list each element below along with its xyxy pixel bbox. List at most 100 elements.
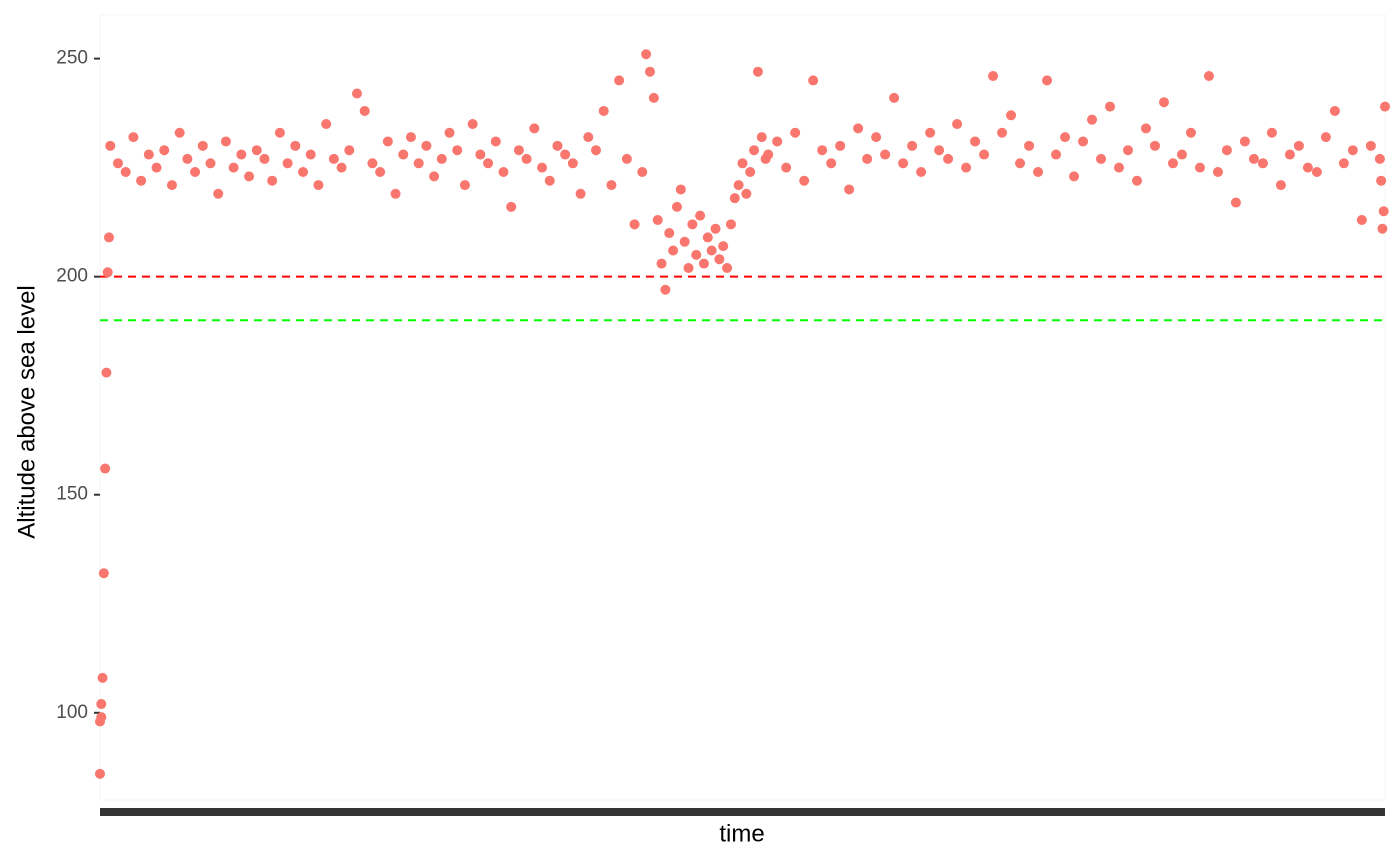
point: [128, 132, 139, 143]
point: [679, 236, 690, 247]
point: [1078, 136, 1089, 147]
point: [1212, 167, 1223, 177]
point: [344, 145, 355, 156]
point: [244, 171, 255, 182]
point: [763, 149, 774, 160]
point: [498, 167, 509, 177]
point: [328, 153, 339, 164]
point: [1347, 145, 1358, 156]
point: [105, 140, 116, 151]
point: [826, 158, 837, 169]
point: [598, 105, 609, 116]
point: [220, 136, 231, 147]
point: [98, 568, 109, 579]
point: [298, 167, 309, 177]
point: [398, 149, 409, 160]
y-tick-label: 100: [56, 702, 88, 723]
point: [718, 241, 729, 252]
y-tick-label: 250: [56, 48, 88, 69]
point: [274, 127, 285, 138]
point: [552, 140, 563, 151]
point: [1194, 162, 1205, 173]
point: [1230, 197, 1241, 208]
point: [1015, 158, 1026, 169]
point: [853, 123, 864, 134]
point: [1167, 158, 1178, 169]
point: [421, 140, 432, 151]
point: [1302, 162, 1313, 173]
point: [790, 127, 801, 138]
point: [228, 162, 239, 173]
point: [844, 184, 855, 195]
point: [637, 167, 648, 177]
point: [698, 258, 709, 269]
point: [737, 158, 748, 169]
point: [336, 162, 347, 173]
point: [475, 149, 486, 160]
point: [1069, 171, 1080, 182]
point: [1114, 162, 1125, 173]
point: [375, 167, 386, 177]
point: [537, 162, 548, 173]
point: [629, 219, 640, 230]
point: [1284, 149, 1295, 160]
point: [313, 180, 324, 191]
point: [1024, 140, 1035, 151]
point: [706, 245, 717, 256]
point: [621, 153, 632, 164]
point: [267, 175, 278, 186]
point: [799, 175, 810, 186]
y-tick-label: 200: [56, 266, 88, 287]
point: [898, 158, 909, 169]
point: [1380, 101, 1390, 112]
point: [1203, 71, 1214, 82]
point: [1365, 140, 1376, 151]
point: [722, 262, 733, 273]
point: [862, 153, 873, 164]
point: [1376, 175, 1387, 186]
point: [96, 699, 107, 710]
point: [660, 284, 671, 295]
point: [606, 180, 617, 191]
point: [151, 162, 162, 173]
point: [614, 75, 625, 86]
point: [583, 132, 594, 143]
point: [1149, 140, 1160, 151]
point: [305, 149, 316, 160]
point: [452, 145, 463, 156]
point: [506, 201, 517, 212]
point: [190, 167, 201, 177]
point: [1185, 127, 1196, 138]
point: [1033, 167, 1044, 177]
x-axis-ticks: [100, 808, 1385, 816]
point: [656, 258, 667, 269]
point: [544, 175, 555, 186]
point: [1123, 145, 1133, 156]
point: [575, 188, 586, 199]
point: [979, 149, 990, 160]
point: [710, 223, 721, 234]
point: [367, 158, 378, 169]
point: [1377, 223, 1388, 234]
point: [756, 132, 767, 143]
point: [436, 153, 447, 164]
point: [429, 171, 440, 182]
point: [889, 92, 900, 103]
point: [675, 184, 686, 195]
point: [490, 136, 501, 147]
point: [1311, 167, 1322, 177]
point: [970, 136, 981, 147]
y-tick-label: 150: [56, 484, 88, 505]
point: [529, 123, 540, 134]
point: [1248, 153, 1259, 164]
point: [101, 367, 112, 378]
point: [907, 140, 918, 151]
point: [695, 210, 706, 221]
point: [1338, 158, 1349, 169]
point: [112, 158, 123, 169]
point: [1087, 114, 1098, 125]
point: [729, 193, 740, 204]
point: [988, 71, 999, 82]
point: [143, 149, 154, 160]
point: [1105, 101, 1116, 112]
